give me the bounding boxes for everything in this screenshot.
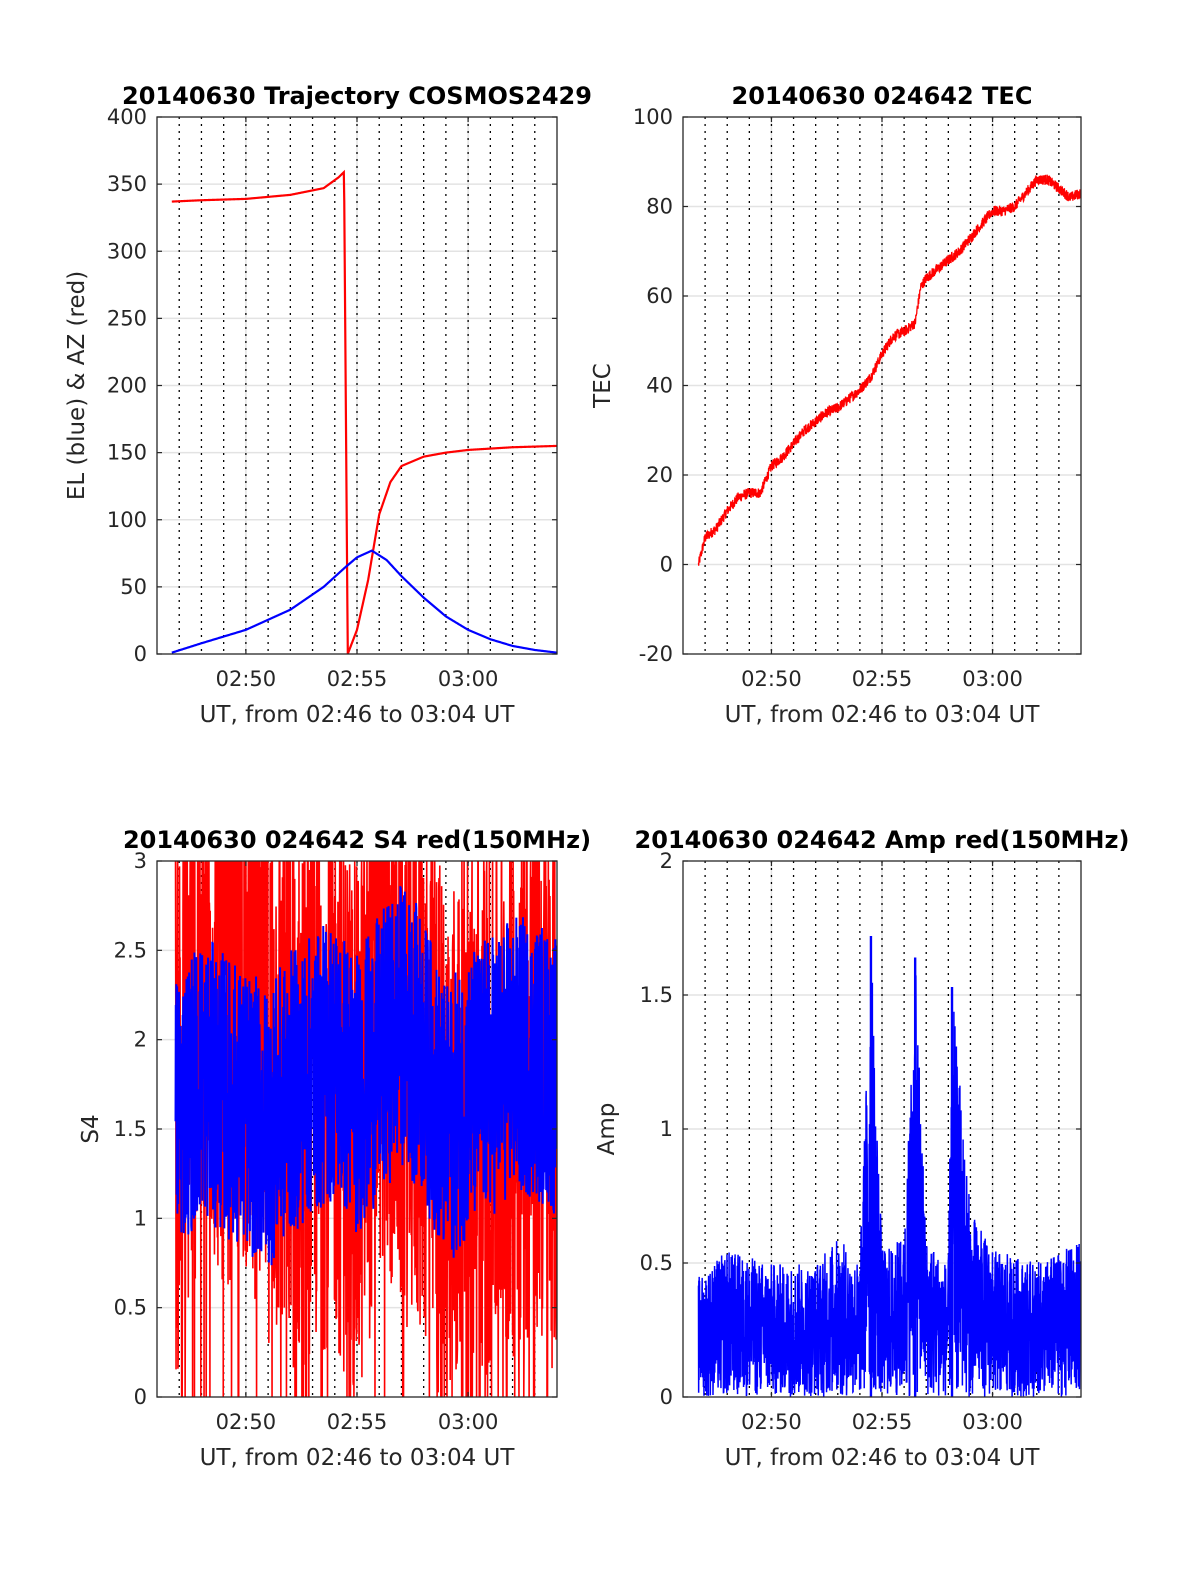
y-tick-label: 300 bbox=[107, 239, 147, 263]
y-axis-label: Amp bbox=[594, 1103, 620, 1156]
x-tick-label: 03:00 bbox=[438, 1410, 499, 1434]
plot-area bbox=[697, 936, 1081, 1397]
y-tick-label: 2 bbox=[134, 1028, 147, 1052]
y-tick-label: 0 bbox=[660, 553, 673, 577]
y-tick-label: 250 bbox=[107, 306, 147, 330]
chart-s4: 0 0.5 1 1.5 2 2.5 3 02:50 02:55 03:00 20140630 024… bbox=[78, 826, 591, 1471]
x-axis-label: UT, from 02:46 to 03:04 UT bbox=[200, 702, 516, 728]
y-tick-label: 2 bbox=[660, 849, 673, 873]
chart-tec: -20 0 20 40 60 80 100 02:50 02:55 03:00 20140630 0… bbox=[590, 82, 1082, 728]
x-tick-label: 02:55 bbox=[852, 1410, 913, 1434]
y-tick-label: 1 bbox=[134, 1206, 147, 1230]
y-tick-label: 50 bbox=[120, 575, 147, 599]
x-tick-label: 02:50 bbox=[741, 1410, 802, 1434]
plot-area bbox=[697, 174, 1081, 566]
y-tick-label: 150 bbox=[107, 441, 147, 465]
series-line-1 bbox=[174, 886, 557, 1266]
y-tick-label: -20 bbox=[639, 642, 673, 666]
x-tick-label: 02:50 bbox=[216, 1410, 277, 1434]
x-tick-label: 02:55 bbox=[327, 1410, 388, 1434]
y-tick-label: 0 bbox=[660, 1385, 673, 1409]
x-tick-label: 02:55 bbox=[327, 667, 388, 691]
y-tick-label: 0 bbox=[134, 1385, 147, 1409]
plot-area bbox=[171, 169, 557, 654]
chart-amp: 0 0.5 1 1.5 2 02:50 02:55 03:00 20140630 024642 … bbox=[594, 826, 1129, 1471]
series-line-0 bbox=[171, 169, 557, 654]
y-tick-label: 400 bbox=[107, 105, 147, 129]
x-axis-label: UT, from 02:46 to 03:04 UT bbox=[725, 702, 1041, 728]
y-tick-label: 1.5 bbox=[114, 1117, 147, 1141]
y-axis-label: S4 bbox=[78, 1114, 104, 1143]
x-tick-label: 02:50 bbox=[741, 667, 802, 691]
chart-title: 20140630 024642 S4 red(150MHz) bbox=[123, 826, 591, 854]
x-axis-label: UT, from 02:46 to 03:04 UT bbox=[725, 1445, 1041, 1471]
y-tick-label: 2.5 bbox=[114, 938, 147, 962]
x-tick-label: 03:00 bbox=[438, 667, 499, 691]
x-tick-label: 03:00 bbox=[962, 1410, 1023, 1434]
y-tick-label: 350 bbox=[107, 172, 147, 196]
chart-title: 20140630 Trajectory COSMOS2429 bbox=[122, 82, 592, 110]
chart-title: 20140630 024642 TEC bbox=[732, 82, 1033, 110]
y-tick-label: 3 bbox=[134, 849, 147, 873]
y-tick-label: 80 bbox=[646, 195, 673, 219]
y-tick-label: 0.5 bbox=[114, 1296, 147, 1320]
y-tick-label: 0 bbox=[134, 642, 147, 666]
y-tick-label: 40 bbox=[646, 374, 673, 398]
y-tick-label: 100 bbox=[107, 508, 147, 532]
chart-trajectory: 0 50 100 150 200 250 300 350 400 02:50 02:55 03:00 2… bbox=[64, 82, 592, 728]
x-tick-label: 03:00 bbox=[962, 667, 1023, 691]
y-tick-label: 200 bbox=[107, 374, 147, 398]
y-tick-label: 60 bbox=[646, 284, 673, 308]
chart-title: 20140630 024642 Amp red(150MHz) bbox=[635, 826, 1130, 854]
plot-area bbox=[174, 861, 557, 1397]
y-tick-label: 0.5 bbox=[640, 1251, 673, 1275]
x-tick-label: 02:50 bbox=[216, 667, 277, 691]
y-tick-label: 1.5 bbox=[640, 983, 673, 1007]
y-tick-label: 1 bbox=[660, 1117, 673, 1141]
series-line-0 bbox=[697, 975, 1081, 1397]
y-tick-label: 100 bbox=[633, 105, 673, 129]
x-tick-label: 02:55 bbox=[852, 667, 913, 691]
series-line-1 bbox=[171, 549, 557, 654]
y-tick-label: 20 bbox=[646, 463, 673, 487]
y-axis-label: TEC bbox=[590, 363, 616, 409]
series-line-0 bbox=[697, 174, 1081, 566]
x-axis-label: UT, from 02:46 to 03:04 UT bbox=[200, 1445, 516, 1471]
y-axis-label: EL (blue) & AZ (red) bbox=[64, 271, 90, 500]
